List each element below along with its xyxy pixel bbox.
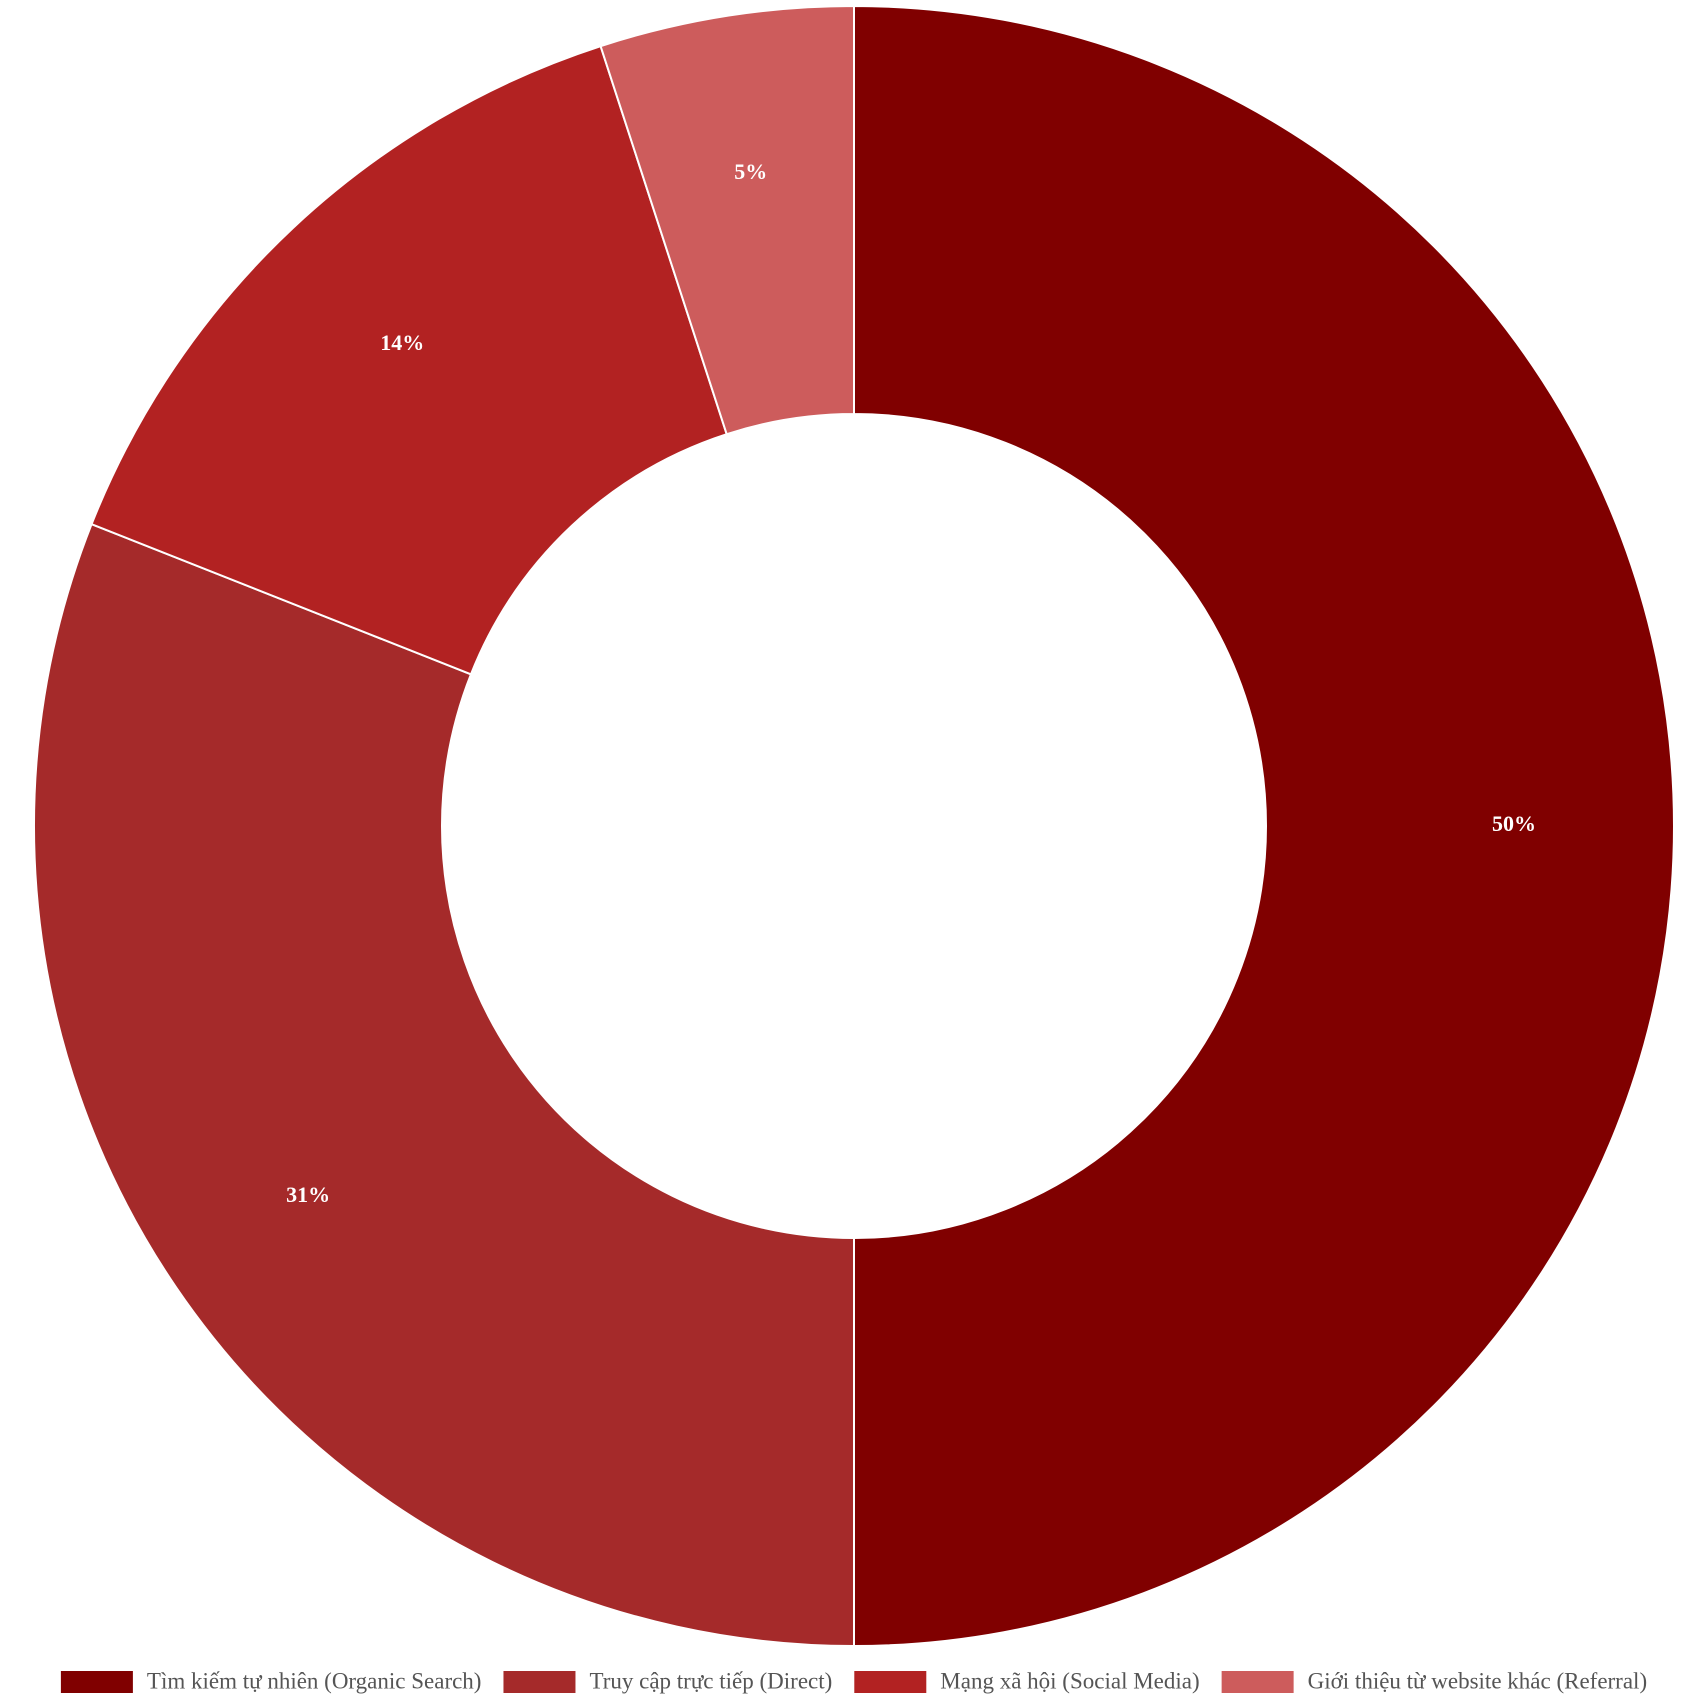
slice-label-truy-cap-truc-tiep-direct: 31% [286,1182,330,1207]
chart-slices [33,4,1675,1648]
legend-label-gioi-thieu-tu-website-khac-referral: Giới thiệu từ website khác (Referral) [1308,1668,1647,1693]
slice-gioi-thieu-tu-website-khac-referral [599,4,855,436]
legend-swatch-tim-kiem-tu-nhien-organic-search [60,1671,133,1693]
legend-label-truy-cap-truc-tiep-direct: Truy cập trực tiếp (Direct) [589,1668,832,1693]
legend-item-tim-kiem-tu-nhien-organic-search[interactable]: Tìm kiếm tự nhiên (Organic Search) [60,1668,482,1693]
chart-slice-labels: 50% 31% 14% 5% [286,159,1536,1207]
legend-label-tim-kiem-tu-nhien-organic-search: Tìm kiếm tự nhiên (Organic Search) [147,1668,482,1693]
legend-item-truy-cap-truc-tiep-direct[interactable]: Truy cập trực tiếp (Direct) [503,1668,832,1693]
slice-tim-kiem-tu-nhien-organic-search [853,4,1675,1648]
legend-label-mang-xa-hoi-social-media: Mạng xã hội (Social Media) [940,1668,1199,1693]
legend-swatch-truy-cap-truc-tiep-direct [503,1671,576,1693]
legend-item-mang-xa-hoi-social-media[interactable]: Mạng xã hội (Social Media) [854,1668,1200,1693]
legend-swatch-gioi-thieu-tu-website-khac-referral [1221,1671,1294,1693]
legend-item-gioi-thieu-tu-website-khac-referral[interactable]: Giới thiệu từ website khác (Referral) [1221,1668,1647,1693]
slice-label-gioi-thieu-tu-website-khac-referral: 5% [734,159,767,184]
slice-truy-cap-truc-tiep-direct [33,522,855,1648]
slice-label-mang-xa-hoi-social-media: 14% [380,330,424,355]
legend-swatch-mang-xa-hoi-social-media [854,1671,927,1693]
chart-legend-wrap: Tìm kiếm tự nhiên (Organic Search) Truy c… [60,1668,1647,1693]
slice-mang-xa-hoi-social-media [90,44,728,676]
chart-legend: Tìm kiếm tự nhiên (Organic Search) Truy c… [60,1668,1647,1693]
slice-label-tim-kiem-tu-nhien-organic-search: 50% [1492,811,1536,836]
